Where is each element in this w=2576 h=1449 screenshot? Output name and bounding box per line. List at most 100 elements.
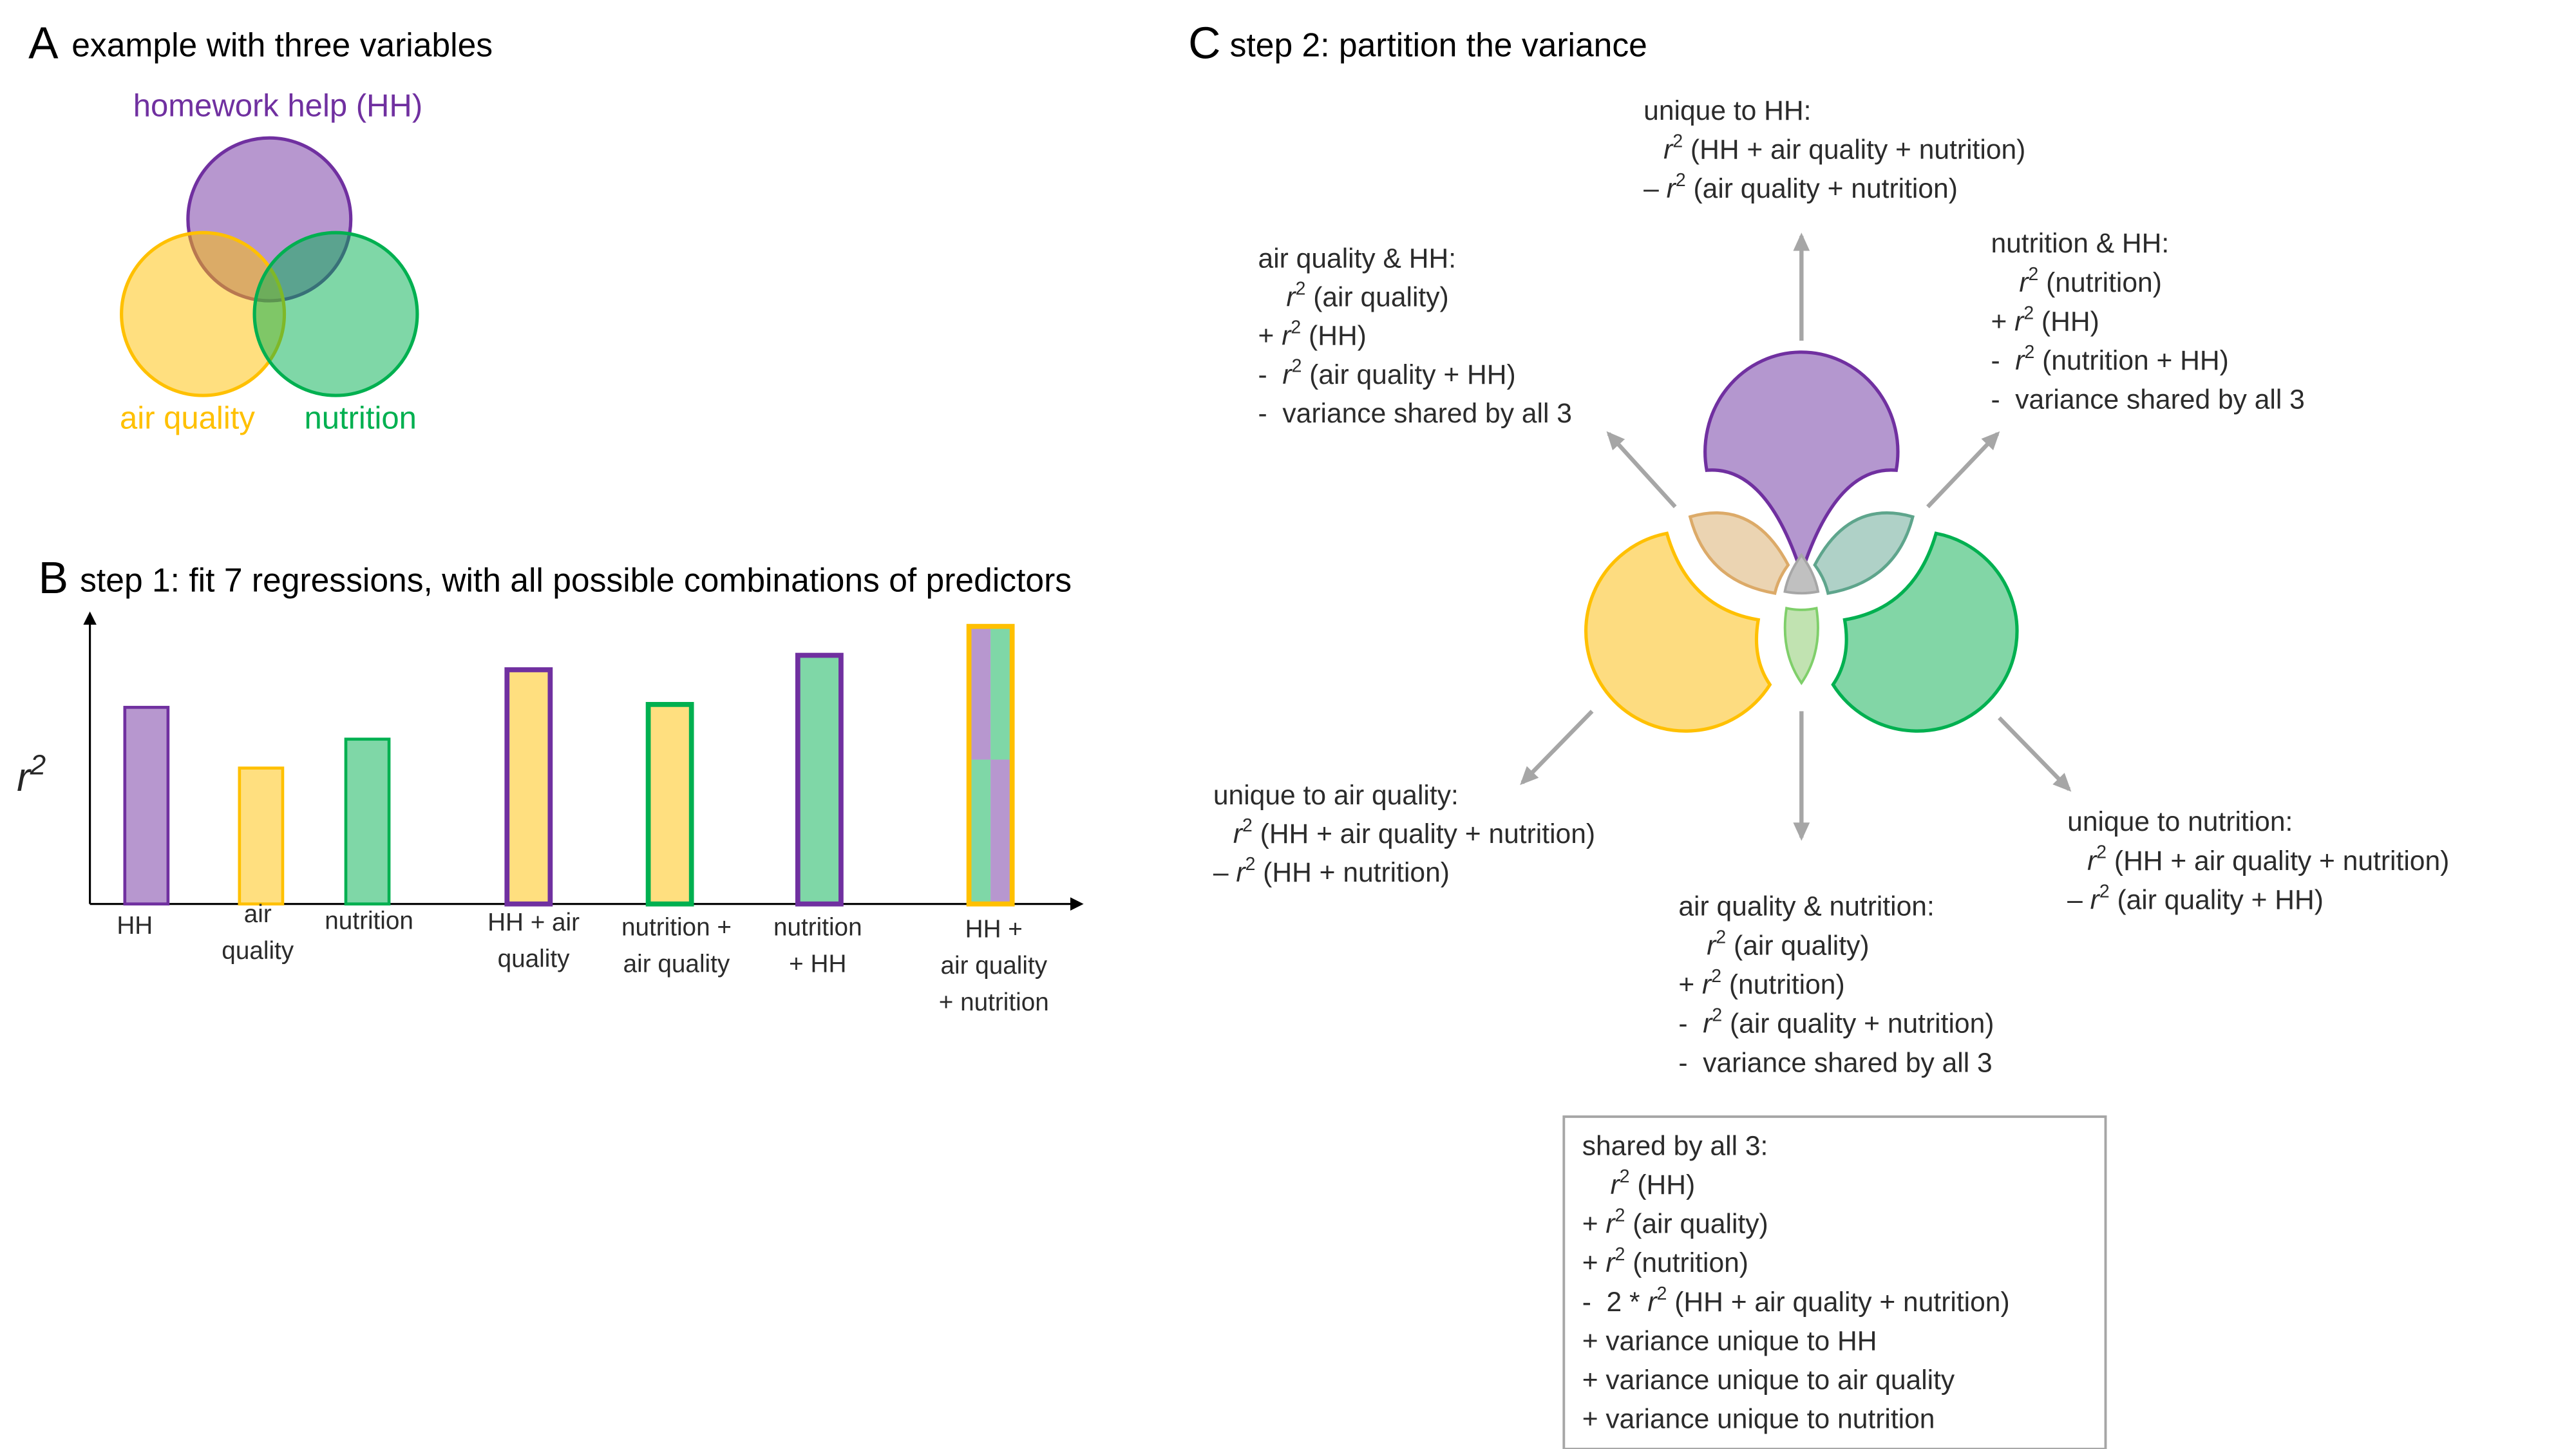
x-tick-label: nutrition + — [621, 914, 732, 942]
arrow-down-left — [1520, 710, 1594, 786]
r-symbol: r — [1647, 1287, 1658, 1318]
term: variance shared by all 3 — [1282, 398, 1572, 429]
r-exponent: 2 — [2099, 881, 2110, 902]
panel-b: B step 1: fit 7 regressions, with all po… — [17, 553, 1084, 1016]
x-tick-label: HH + air — [488, 909, 580, 936]
formula-line: - 2 * r2 (HH + air quality + nutrition) — [1582, 1283, 2010, 1318]
operator: – — [1643, 173, 1667, 204]
formula-unique-air: unique to air quality:r2 (HH + air quali… — [1213, 780, 1595, 888]
bar-segment — [969, 626, 991, 760]
r-exponent: 2 — [1615, 1206, 1625, 1226]
operator: - 2 * — [1582, 1287, 1648, 1318]
y-axis-label: r2 — [17, 749, 46, 800]
formula-shared-all: shared by all 3:r2 (HH)+ r2 (air quality… — [1582, 1130, 2010, 1434]
region-shared-all — [1783, 553, 1820, 595]
x-tick-labels: HH air quality nutrition HH + air quality nutr… — [117, 900, 1048, 1016]
term: unique to nutrition: — [2067, 806, 2293, 837]
r-symbol: r — [1605, 1209, 1616, 1240]
term: (air quality) — [1726, 930, 1869, 961]
formula-line: r2 (HH + air quality + nutrition) — [1233, 815, 1595, 849]
r-symbol: r — [2015, 345, 2025, 376]
panel-c: C step 2: partition the variance unique … — [1188, 17, 2449, 1449]
term: (HH + air quality + nutrition) — [1683, 134, 2025, 165]
x-tick-label: air quality — [941, 952, 1048, 980]
formula-line: – r2 (air quality + nutrition) — [1643, 170, 1958, 204]
term: shared by all 3: — [1582, 1130, 1768, 1161]
r-exponent: 2 — [1657, 1283, 1667, 1304]
y-label-exp: 2 — [30, 749, 46, 781]
term: variance shared by all 3 — [2015, 384, 2305, 415]
formula-unique-nutrition: unique to nutrition: r2 (HH + air quality… — [2067, 806, 2449, 915]
formula-line: r2 (HH) — [1611, 1166, 1696, 1200]
operator: - — [1678, 1009, 1703, 1039]
venn-circle-nutrition — [252, 231, 419, 397]
term: (HH + air quality + nutrition) — [1253, 819, 1595, 849]
bar — [504, 667, 553, 907]
r-symbol: r — [1667, 173, 1677, 204]
r-exponent: 2 — [1672, 131, 1683, 151]
formula-line: r2 (air quality) — [1707, 927, 1869, 961]
region-unique-nutrition — [1831, 531, 2019, 733]
term: (nutrition) — [1721, 969, 1845, 1000]
y-label-r: r — [17, 755, 32, 800]
operator: + — [1582, 1404, 1606, 1435]
bar-outline — [344, 737, 391, 905]
formula-heading: unique to nutrition: — [2067, 806, 2293, 837]
r-exponent: 2 — [1712, 1005, 1722, 1026]
r-exponent: 2 — [2024, 342, 2034, 363]
bar — [795, 652, 844, 907]
formula-line: - variance shared by all 3 — [1258, 398, 1572, 429]
operator: + — [1991, 306, 2014, 337]
x-tick-label: quality — [222, 937, 294, 965]
formula-heading: air quality & HH: — [1258, 243, 1457, 274]
formula-line: + r2 (nutrition) — [1678, 966, 1844, 1000]
r-symbol: r — [1236, 857, 1246, 888]
formula-line: r2 (nutrition) — [2019, 264, 2162, 298]
operator: - — [1991, 345, 2015, 376]
bar-segment — [969, 759, 991, 904]
term: (air quality + HH) — [1302, 359, 1515, 390]
x-tick-label: nutrition — [773, 914, 862, 942]
r-symbol: r — [1703, 1009, 1713, 1039]
venn-label-air-quality: air quality — [120, 401, 255, 436]
operator: + — [1582, 1247, 1606, 1278]
panel-b-title: step 1: fit 7 regressions, with all poss… — [80, 562, 1072, 599]
formula-heading: unique to HH: — [1643, 95, 1811, 126]
r-symbol: r — [1282, 359, 1293, 390]
term: nutrition & HH: — [1991, 228, 2169, 259]
term: variance unique to nutrition — [1605, 1404, 1935, 1435]
r-exponent: 2 — [1296, 278, 1306, 299]
term: air quality & nutrition: — [1678, 891, 1934, 922]
panel-c-letter: C — [1188, 17, 1220, 68]
arrow-up-right — [1926, 431, 2000, 509]
bar-fill — [507, 670, 551, 904]
operator: - — [1258, 359, 1283, 390]
venn-label-nutrition: nutrition — [304, 401, 416, 436]
term: (air quality) — [1305, 282, 1448, 313]
r-exponent: 2 — [1711, 966, 1721, 987]
term: variance unique to HH — [1605, 1325, 1877, 1356]
x-tick-label: + HH — [789, 950, 846, 978]
bar-fill — [797, 655, 841, 904]
venn-label-hh: homework help (HH) — [133, 89, 422, 124]
formula-line: - r2 (nutrition + HH) — [1991, 342, 2228, 376]
bar-outline — [966, 623, 1015, 907]
arrow-up-left — [1606, 431, 1677, 509]
formula-air-nutrition: air quality & nutrition:r2 (air quality)… — [1678, 891, 1994, 1079]
term: (HH + air quality + nutrition) — [2107, 846, 2449, 876]
bar-fill — [648, 704, 692, 904]
term: variance shared by all 3 — [1703, 1047, 1993, 1078]
formula-nutrition-hh: nutrition & HH:r2 (nutrition)+ r2 (HH)- … — [1991, 228, 2304, 415]
panel-c-title: step 2: partition the variance — [1230, 26, 1647, 64]
r-exponent: 2 — [1245, 854, 1256, 875]
operator: - — [1678, 1047, 1703, 1078]
r-exponent: 2 — [1615, 1244, 1625, 1265]
x-tick-label: air quality — [623, 950, 730, 978]
bar-outline — [645, 702, 694, 907]
region-unique-air-quality — [1584, 531, 1772, 733]
x-tick-label: quality — [498, 945, 570, 973]
term: air quality & HH: — [1258, 243, 1457, 274]
r-symbol: r — [2090, 884, 2101, 915]
bar-fill — [124, 707, 168, 904]
operator: + — [1678, 969, 1702, 1000]
